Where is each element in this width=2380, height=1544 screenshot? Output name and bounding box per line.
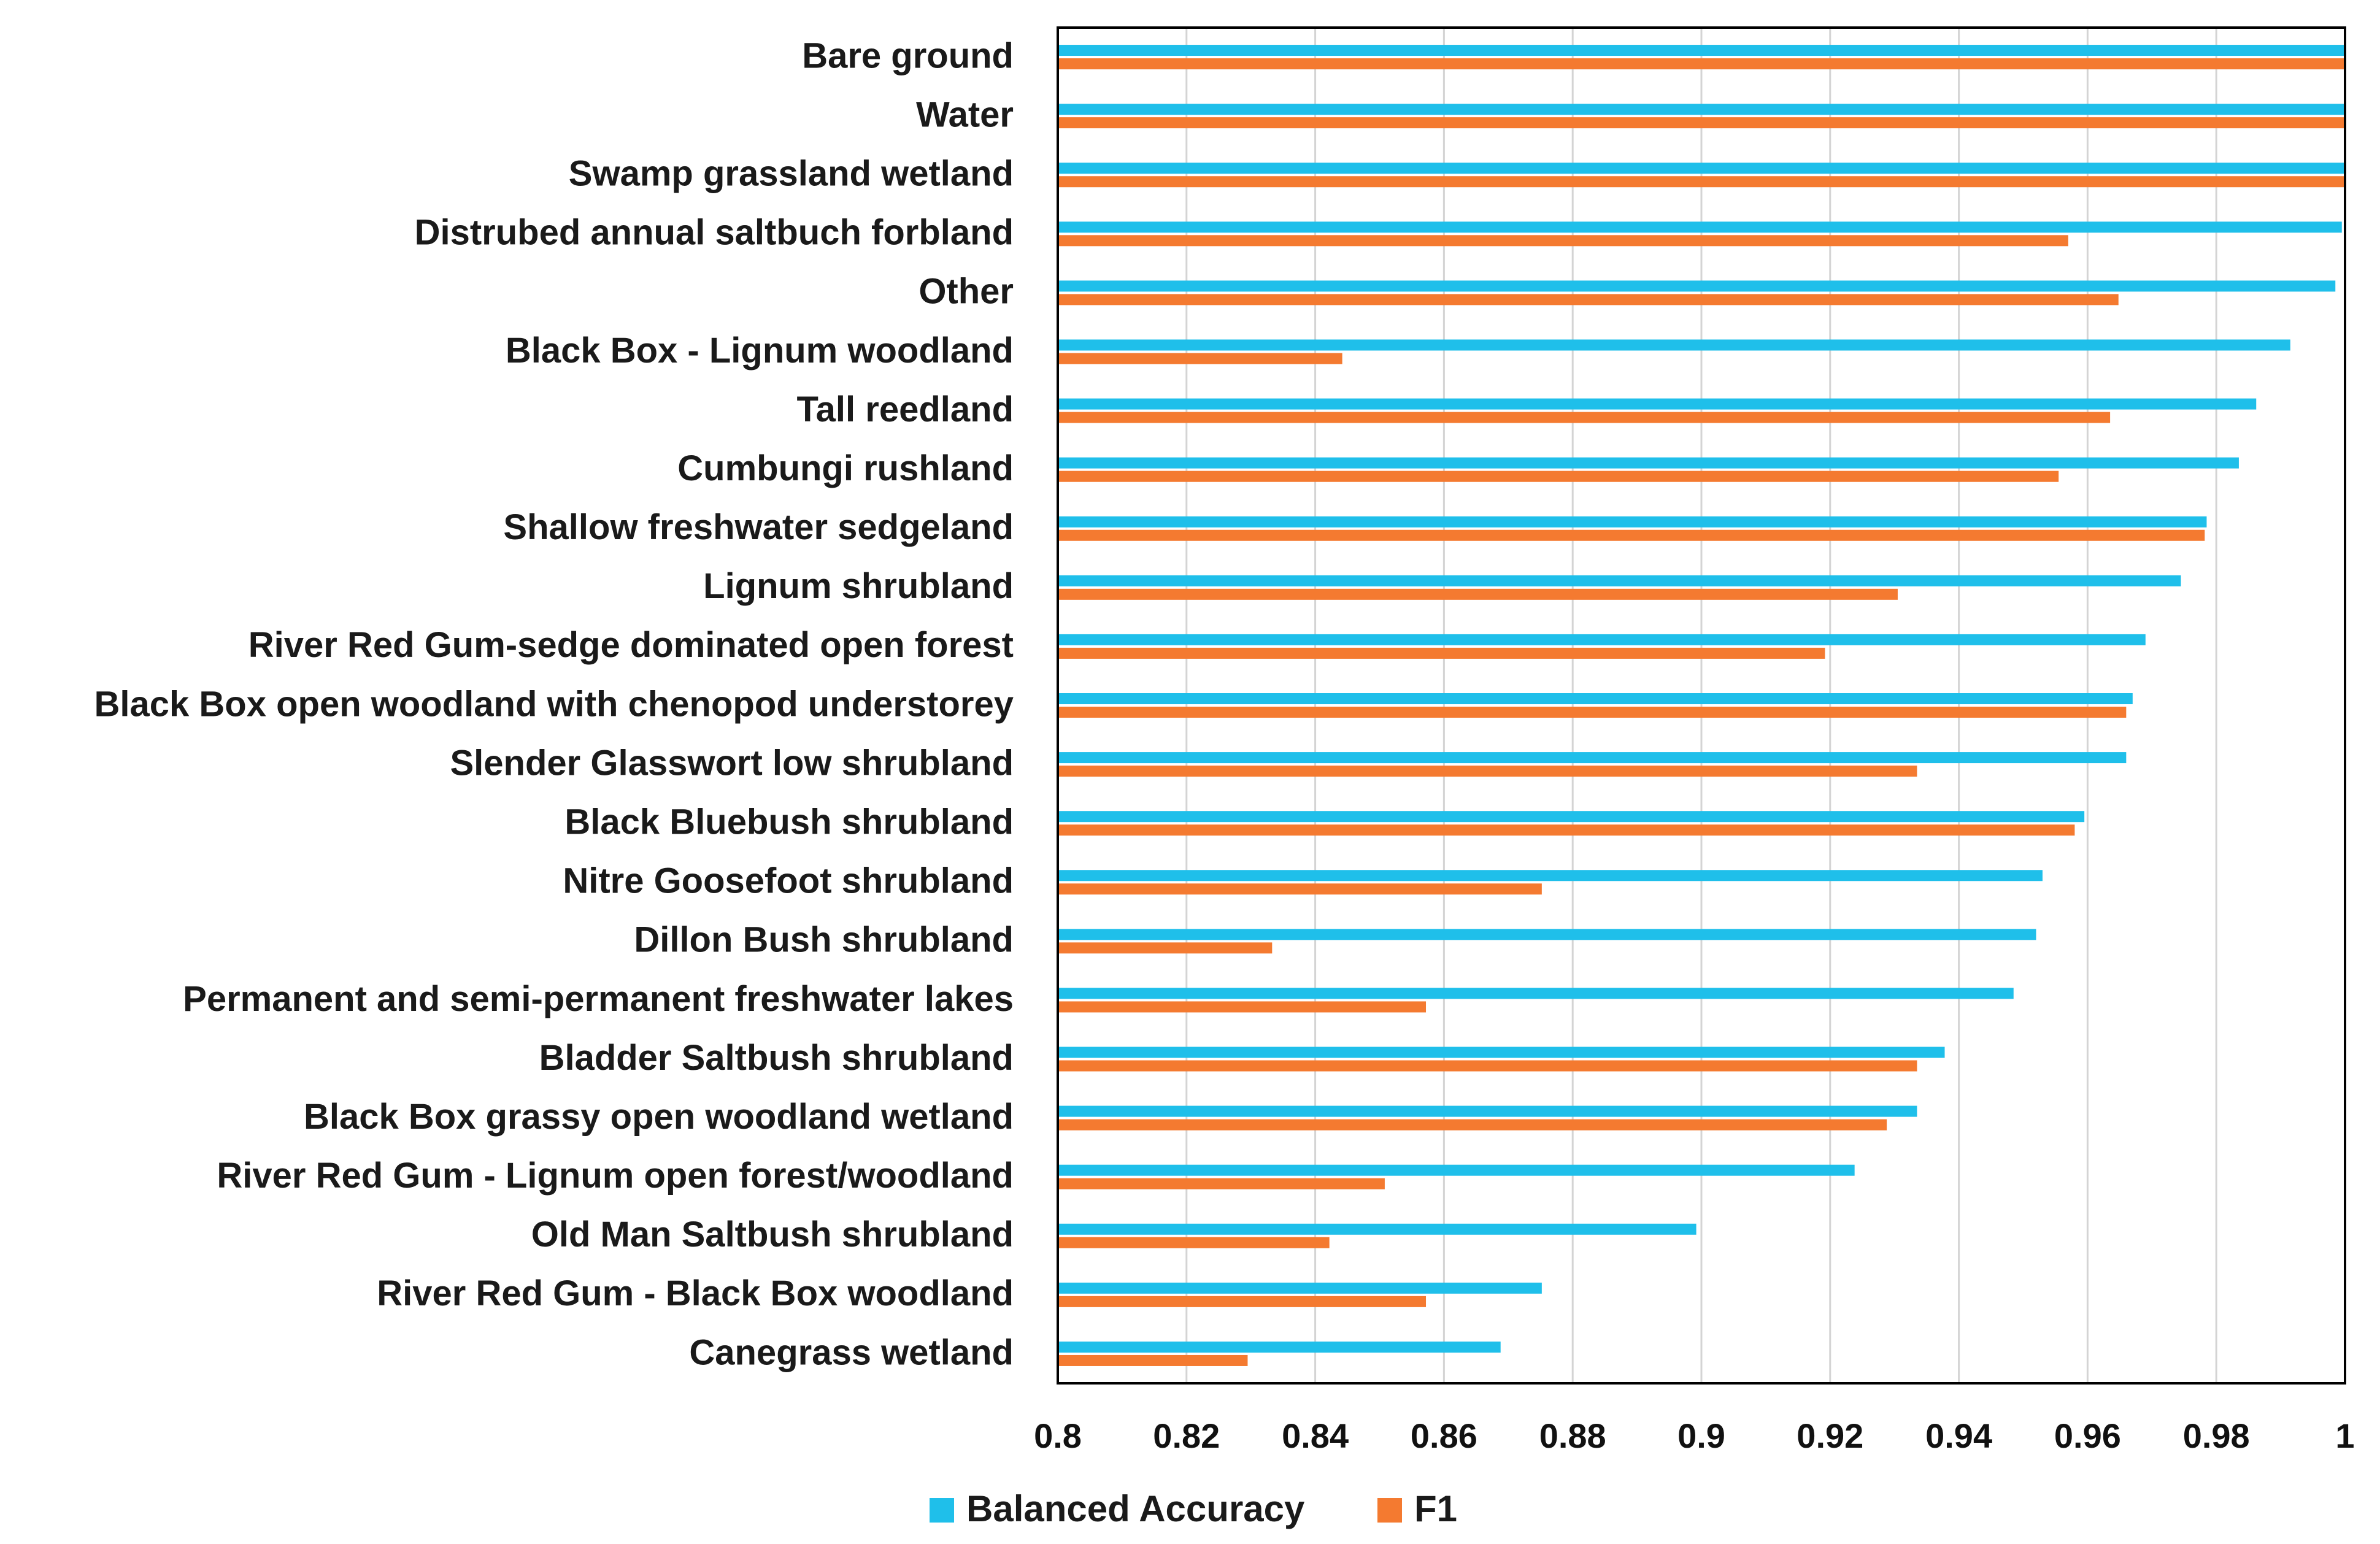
category-label: Other	[918, 272, 1014, 312]
bar-balanced-accuracy	[1058, 1282, 1542, 1294]
gridlines	[1185, 28, 2217, 1383]
bar-balanced-accuracy	[1058, 398, 2257, 410]
x-tick-labels: 0.8 0.82 0.84 0.86 0.88 0.9 0.92 0.94 0.96 0.98 1	[1034, 1416, 2355, 1455]
bar-f1	[1058, 470, 2059, 482]
bar-balanced-accuracy	[1058, 1223, 1696, 1235]
category-label: Bare ground	[802, 36, 1014, 75]
category-label: Old Man Saltbush shrubland	[531, 1215, 1014, 1254]
category-label: Dillon Bush shrubland	[634, 920, 1014, 960]
x-tick-label: 0.96	[2054, 1416, 2121, 1455]
category-label: Cumbungi rushland	[677, 448, 1014, 488]
category-label: Black Box open woodland with chenopod un…	[94, 684, 1014, 724]
bar-f1	[1058, 588, 1898, 600]
axes	[1057, 26, 2346, 1385]
category-label: Slender Glasswort low shrubland	[450, 743, 1014, 783]
x-tick-label: 0.92	[1797, 1416, 1863, 1455]
x-tick-label: 0.88	[1539, 1416, 1606, 1455]
bar-f1	[1058, 1237, 1330, 1248]
bar-balanced-accuracy	[1058, 929, 2036, 940]
bar-f1	[1058, 235, 2068, 247]
category-label: Lignum shrubland	[703, 566, 1014, 606]
bar-f1	[1058, 529, 2205, 541]
bar-f1	[1058, 1178, 1385, 1189]
bar-f1	[1058, 824, 2075, 836]
category-labels: Bare ground Water Swamp grassland wetland D…	[94, 36, 1014, 1372]
bar-f1	[1058, 58, 2345, 70]
bar-f1	[1058, 117, 2345, 129]
x-tick-label: 0.94	[1925, 1416, 1992, 1455]
category-label: Shallow freshwater sedgeland	[503, 507, 1014, 547]
category-label: River Red Gum - Black Box woodland	[377, 1273, 1014, 1313]
bar-balanced-accuracy	[1058, 516, 2207, 528]
x-tick-label: 1	[2335, 1416, 2354, 1455]
x-tick-label: 0.9	[1677, 1416, 1725, 1455]
bar-balanced-accuracy	[1058, 457, 2239, 469]
bar-balanced-accuracy	[1058, 870, 2043, 881]
bar-f1	[1058, 647, 1825, 659]
category-label: River Red Gum-sedge dominated open fores…	[248, 625, 1014, 665]
bar-f1	[1058, 176, 2345, 188]
legend-label-balanced-accuracy: Balanced Accuracy	[966, 1488, 1305, 1529]
category-label: River Red Gum - Lignum open forest/woodl…	[217, 1156, 1014, 1196]
bar-balanced-accuracy	[1058, 104, 2345, 115]
category-label: Nitre Goosefoot shrubland	[563, 861, 1014, 901]
legend-label-f1: F1	[1414, 1488, 1457, 1529]
bar-balanced-accuracy	[1058, 339, 2290, 351]
bar-balanced-accuracy	[1058, 575, 2181, 586]
bar-balanced-accuracy	[1058, 1105, 1917, 1117]
bar-balanced-accuracy	[1058, 1341, 1501, 1353]
bar-f1	[1058, 1296, 1427, 1307]
bar-balanced-accuracy	[1058, 634, 2146, 645]
category-label: Black Box - Lignum woodland	[506, 331, 1014, 371]
bar-f1	[1058, 1060, 1917, 1072]
legend-swatch-f1	[1377, 1498, 1402, 1523]
bar-f1	[1058, 412, 2111, 423]
bar-balanced-accuracy	[1058, 988, 2014, 999]
category-label: Bladder Saltbush shrubland	[539, 1038, 1014, 1078]
bar-balanced-accuracy	[1058, 1047, 1945, 1058]
bars	[1058, 45, 2345, 1366]
x-tick-label: 0.98	[2183, 1416, 2250, 1455]
x-tick-label: 0.8	[1034, 1416, 1082, 1455]
bar-f1	[1058, 1001, 1427, 1013]
bar-balanced-accuracy	[1058, 693, 2133, 704]
bar-balanced-accuracy	[1058, 1164, 1855, 1176]
bar-f1	[1058, 353, 1342, 364]
bar-balanced-accuracy	[1058, 221, 2342, 233]
bar-f1	[1058, 942, 1273, 954]
x-tick-label: 0.82	[1153, 1416, 1220, 1455]
bar-f1	[1058, 294, 2119, 305]
bar-balanced-accuracy	[1058, 811, 2085, 823]
legend-swatch-balanced-accuracy	[930, 1498, 954, 1523]
category-label: Canegrass wetland	[689, 1332, 1014, 1372]
x-tick-label: 0.84	[1282, 1416, 1349, 1455]
category-label: Distrubed annual saltbuch forbland	[415, 213, 1014, 253]
bar-f1	[1058, 707, 2127, 718]
bar-f1	[1058, 1119, 1887, 1131]
bar-f1	[1058, 1354, 1248, 1366]
plot-frame	[1057, 26, 2346, 1385]
bar-f1	[1058, 883, 1542, 895]
category-label: Water	[916, 94, 1014, 134]
category-label: Black Bluebush shrubland	[564, 802, 1014, 842]
x-tick-label: 0.86	[1411, 1416, 1477, 1455]
legend: Balanced Accuracy F1	[930, 1488, 1457, 1529]
bar-balanced-accuracy	[1058, 163, 2345, 174]
bar-balanced-accuracy	[1058, 752, 2127, 764]
category-label: Black Box grassy open woodland wetland	[304, 1097, 1014, 1137]
bar-balanced-accuracy	[1058, 280, 2336, 292]
category-label: Swamp grassland wetland	[569, 154, 1014, 194]
bar-balanced-accuracy	[1058, 45, 2345, 56]
category-label: Permanent and semi-permanent freshwater …	[183, 979, 1014, 1019]
category-label: Tall reedland	[797, 390, 1014, 429]
bar-f1	[1058, 766, 1917, 777]
